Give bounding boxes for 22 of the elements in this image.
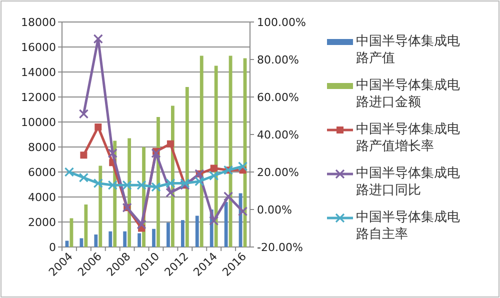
legend-label: 中国半导体集成电路自主率 <box>356 210 460 242</box>
y-tick-label: 12000 <box>21 91 56 104</box>
y-tick-label: 14000 <box>21 66 56 79</box>
y-tick-label: 8000 <box>28 141 56 154</box>
legend-label: 中国半导体集成电路进口金额 <box>356 78 460 110</box>
y-tick-label: 10000 <box>21 116 56 129</box>
y2-tick-label: 60.00% <box>257 91 299 104</box>
y2-tick-label: 0.00% <box>257 204 292 216</box>
y-tick-label: 2000 <box>28 216 56 229</box>
legend-label: 中国半导体集成电路产值增长率 <box>356 122 460 154</box>
y-tick-label: 18000 <box>21 16 56 29</box>
legend-label: 中国半导体集成电路产值 <box>356 34 460 66</box>
y-tick-label: 0 <box>49 241 56 254</box>
y2-tick-label: 40.00% <box>257 128 299 142</box>
y2-tick-label: 100.00% <box>257 16 306 29</box>
y2-tick-label: -20.00% <box>257 241 303 254</box>
y-tick-label: 16000 <box>21 41 56 54</box>
y-tick-label: 4000 <box>28 191 56 204</box>
y2-tick-label: 20.00% <box>257 166 299 179</box>
y2-tick-label: 80.00% <box>257 54 299 66</box>
y-tick-label: 6000 <box>28 166 56 179</box>
legend-label: 中国半导体集成电路进口同比 <box>356 166 460 198</box>
